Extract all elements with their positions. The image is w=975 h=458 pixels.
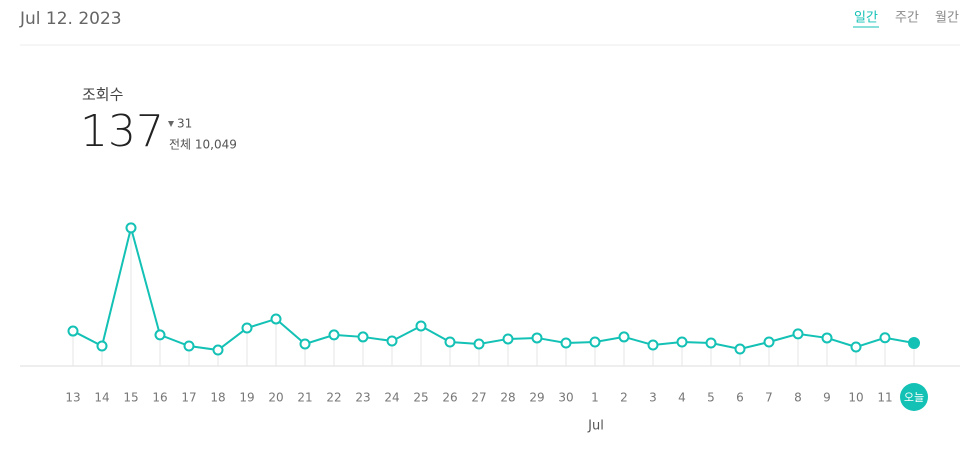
- today-badge: [900, 383, 928, 411]
- x-tick-label: 20: [268, 391, 283, 405]
- point: [154, 329, 166, 341]
- x-tick-label: 9: [823, 391, 831, 405]
- point: [531, 332, 543, 344]
- tab-daily[interactable]: 일간: [854, 11, 878, 26]
- x-tick-label: 17: [181, 391, 196, 405]
- down-arrow: [168, 121, 174, 127]
- tab-weekly[interactable]: 주간: [895, 11, 919, 26]
- point: [502, 333, 514, 345]
- series-line: [72, 223, 915, 352]
- month-label: Jul: [587, 419, 604, 434]
- x-tick-label: 21: [297, 391, 312, 405]
- x-tick-label: 13: [65, 391, 80, 405]
- point: [415, 320, 427, 332]
- x-tick-label: 1: [591, 391, 599, 405]
- point: [850, 341, 862, 353]
- x-tick-label: 25: [413, 391, 428, 405]
- x-tick-label: 29: [529, 391, 544, 405]
- date: Jul 12. 2023: [19, 9, 122, 29]
- point: [270, 313, 282, 325]
- x-tick-label: 2: [620, 391, 628, 405]
- point: [821, 332, 833, 344]
- point: [241, 322, 253, 334]
- point: [618, 331, 630, 343]
- x-tick-label: 22: [326, 391, 341, 405]
- x-tick-label: 7: [765, 391, 773, 405]
- point: [125, 222, 137, 234]
- point: [96, 340, 108, 352]
- point: [299, 338, 311, 350]
- x-tick-label: 30: [558, 391, 573, 405]
- x-tick-label: 5: [707, 391, 715, 405]
- stat-change: 31: [177, 117, 192, 131]
- x-tick-label: 3: [649, 391, 657, 405]
- x-tick-label: 23: [355, 391, 370, 405]
- stat-value: 137: [80, 106, 164, 157]
- point: [328, 329, 340, 341]
- point: [473, 338, 485, 350]
- x-tick-label: 24: [384, 391, 399, 405]
- point: [734, 343, 746, 355]
- x-tick-label: 15: [123, 391, 138, 405]
- point: [386, 335, 398, 347]
- point: [212, 344, 224, 356]
- point: [705, 337, 717, 349]
- point: [183, 340, 195, 352]
- point: [444, 336, 456, 348]
- x-tick-label: 8: [794, 391, 802, 405]
- stat-label: 조회수: [82, 86, 123, 104]
- plot: 13 14 15 16 17 18 19 20 21 22 23 24 25 26 27 28 29 30 1 2 3 4…: [65, 222, 928, 411]
- point: [560, 337, 572, 349]
- x-tick-label: 26: [442, 391, 457, 405]
- point: [792, 328, 804, 340]
- x-tick-label: 4: [678, 391, 686, 405]
- point: [908, 336, 920, 349]
- tab-monthly[interactable]: 월간: [935, 11, 959, 26]
- x-tick-label: 28: [500, 391, 515, 405]
- x-tick-label: 6: [736, 391, 744, 405]
- x-tick-label: 11: [877, 391, 892, 405]
- x-tick-label: 18: [210, 391, 225, 405]
- stat-total: 전체 10,049: [169, 138, 237, 152]
- point: [589, 336, 601, 348]
- x-tick-label: 19: [239, 391, 254, 405]
- point: [647, 339, 659, 351]
- x-tick-label: 10: [848, 391, 863, 405]
- x-tick-label: 16: [152, 391, 167, 405]
- point: [357, 331, 369, 343]
- point: [879, 332, 891, 344]
- point: [676, 336, 688, 348]
- point: [763, 336, 775, 348]
- x-tick-label: 27: [471, 391, 486, 405]
- point: [67, 325, 79, 337]
- x-tick-label: 오늘: [904, 391, 924, 404]
- x-tick-label: 14: [94, 391, 109, 405]
